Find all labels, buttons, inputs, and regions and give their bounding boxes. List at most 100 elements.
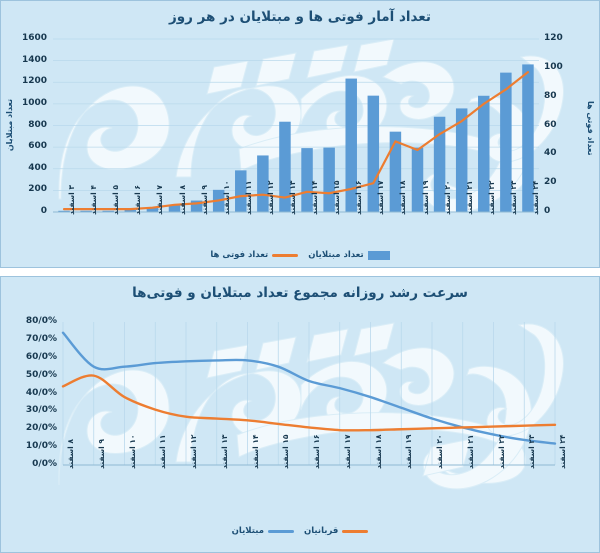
line-deaths xyxy=(62,71,530,211)
chart1-xtick: ۱۴ اسفند xyxy=(310,180,320,215)
chart1-ytick-left: 1200 xyxy=(21,76,47,87)
legend-item-cases: تعداد مبتلایان xyxy=(308,250,390,260)
bar-cases xyxy=(522,64,534,212)
chart2-xtick: ۱۹ اسفند xyxy=(404,434,414,469)
legend-swatch-bar-icon xyxy=(367,250,390,260)
bar-cases xyxy=(301,148,313,212)
chart1-ytick-right: 0 xyxy=(544,206,551,216)
chart1-xtick: ۱۵ اسفند xyxy=(332,180,342,215)
chart1-ytick-left: 1600 xyxy=(21,33,47,43)
chart1-ytick-right: 20 xyxy=(544,177,557,188)
chart1-xtick: ۱۷ اسفند xyxy=(376,180,386,215)
chart1-xtick: ۱۳ اسفند xyxy=(287,180,297,215)
legend-item-infected: مبتلایان xyxy=(232,526,294,536)
line-victims xyxy=(61,374,557,432)
chart1-xtick: ۷ اسفند xyxy=(155,185,165,215)
chart2-xtick: ۱۶ اسفند xyxy=(312,434,321,469)
chart2-xtick: ۱۵ اسفند xyxy=(281,434,291,469)
bar-cases xyxy=(279,121,291,212)
chart1-ytick-left: 400 xyxy=(28,162,47,173)
chart2-xtick: ۱۴ اسفند xyxy=(250,434,260,469)
panel-separator xyxy=(0,268,600,276)
chart-title-growth-rate: سرعت رشد روزانه مجموع تعداد مبتلایان و ف… xyxy=(132,285,468,301)
chart1-ytick-left: 800 xyxy=(28,119,47,130)
legend-swatch-line-orange-icon xyxy=(342,529,369,533)
legend-swatch-line-icon xyxy=(272,253,299,257)
chart2-legend: قربانیان مبتلایان xyxy=(1,526,599,536)
legend-label-deaths: تعداد فوتی ها xyxy=(210,250,269,260)
chart2-xtick: ۲۲ اسفند xyxy=(496,434,506,469)
chart1-ytick-left: 0 xyxy=(40,206,47,216)
chart2-ytick: 30/0% xyxy=(25,405,57,416)
chart1-ytick-right: 40 xyxy=(544,148,557,159)
chart1-xtick: ۲۳ اسفند xyxy=(508,180,518,215)
chart1-ytick-left: 1000 xyxy=(21,97,47,108)
chart-panel-growth-rate: سرعت رشد روزانه مجموع تعداد مبتلایان و ف… xyxy=(0,276,600,553)
chart1-ytick-right: 60 xyxy=(544,119,557,130)
legend-label-cases: تعداد مبتلایان xyxy=(308,250,364,260)
chart2-ytick: 20/0% xyxy=(25,423,57,434)
chart2-xtick: ۹ اسفند xyxy=(96,439,106,469)
chart2-xtick: ۱۳ اسفند xyxy=(219,434,229,469)
chart2-xtick: ۱۰ اسفند xyxy=(127,434,137,469)
chart1-xtick: ۲۰ اسفند xyxy=(442,180,452,215)
chart2-ytick: 80/0% xyxy=(25,316,57,326)
chart2-ytick: 70/0% xyxy=(25,333,57,344)
bar-cases xyxy=(124,210,137,212)
chart1-xtick: ۲۲ اسفند xyxy=(486,180,496,215)
legend-item-victims: قربانیان xyxy=(303,526,369,536)
bar-cases xyxy=(235,170,247,212)
chart1-xtick: ۹ اسفند xyxy=(199,185,209,215)
chart1-xtick: ۶ اسفند xyxy=(133,185,143,215)
chart1-ytick-left: 1400 xyxy=(21,54,47,65)
bar-cases xyxy=(367,95,380,212)
bar-cases xyxy=(80,210,92,212)
chart1-xtick: ۱۲ اسفند xyxy=(265,180,275,215)
chart1-right-axis-title: تعداد فوتی ها xyxy=(586,101,595,156)
bar-cases xyxy=(345,78,357,212)
chart1-xtick: ۸ اسفند xyxy=(177,185,187,215)
chart2-ytick: 0/0% xyxy=(32,459,57,469)
chart1-xtick: ۱۸ اسفند xyxy=(398,180,408,215)
chart2-xtick: ۲۱ اسفند xyxy=(465,434,475,469)
chart2-xtick: ۲۳ اسفند xyxy=(527,434,537,469)
chart2-xtick: ۱۸ اسفند xyxy=(373,434,383,469)
legend-label-victims: قربانیان xyxy=(303,526,339,536)
chart2-ytick: 10/0% xyxy=(25,441,57,452)
bar-cases xyxy=(411,147,424,212)
bar-cases xyxy=(500,72,512,212)
bar-cases xyxy=(190,200,203,212)
chart2-ytick: 60/0% xyxy=(25,351,57,362)
bar-cases xyxy=(433,116,446,212)
bar-cases xyxy=(58,210,70,212)
chart1-xtick: ۲۴ اسفند xyxy=(530,180,540,215)
chart1-xtick: ۱۰ اسفند xyxy=(221,180,231,215)
bar-cases xyxy=(455,108,468,212)
chart-title-daily-stats: تعداد آمار فوتی ها و مبتلایان در هر روز xyxy=(168,9,431,25)
chart2-xtick: ۸ اسفند xyxy=(66,439,75,469)
chart1-legend: تعداد مبتلایان تعداد فوتی ها xyxy=(1,250,599,260)
chart2-ytick: 40/0% xyxy=(25,387,57,398)
chart1-ytick-right: 100 xyxy=(544,61,563,72)
bar-cases xyxy=(102,210,114,212)
chart-panel-daily-stats: تعداد آمار فوتی ها و مبتلایان در هر روز … xyxy=(0,0,600,268)
chart1-ytick-right: 80 xyxy=(544,90,557,101)
legend-swatch-line-blue-icon xyxy=(267,529,294,533)
bar-cases xyxy=(168,205,181,212)
chart1-xtick: ۱۹ اسفند xyxy=(420,180,430,215)
chart1-xtick: ۱۱ اسفند xyxy=(243,180,253,215)
chart2-xtick: ۱۱ اسفند xyxy=(158,434,168,469)
line-infected xyxy=(61,331,557,445)
chart2-plot-area xyxy=(61,322,557,466)
chart2-xtick: ۲۰ اسفند xyxy=(435,434,444,469)
chart1-xtick: ۳ اسفند xyxy=(67,185,77,215)
chart1-xtick: ۵ اسفند xyxy=(111,185,121,215)
chart2-xtick: ۱۷ اسفند xyxy=(342,434,352,469)
chart1-ytick-left: 200 xyxy=(28,184,47,195)
chart1-ytick-left: 600 xyxy=(28,141,47,152)
chart2-xtick: ۱۲ اسفند xyxy=(189,434,198,469)
chart1-xtick: ۱۶ اسفند xyxy=(354,180,364,215)
chart1-plot-area xyxy=(53,38,539,213)
chart2-xtick: ۲۴ اسفند xyxy=(558,434,567,469)
chart1-ytick-right: 120 xyxy=(544,33,563,43)
